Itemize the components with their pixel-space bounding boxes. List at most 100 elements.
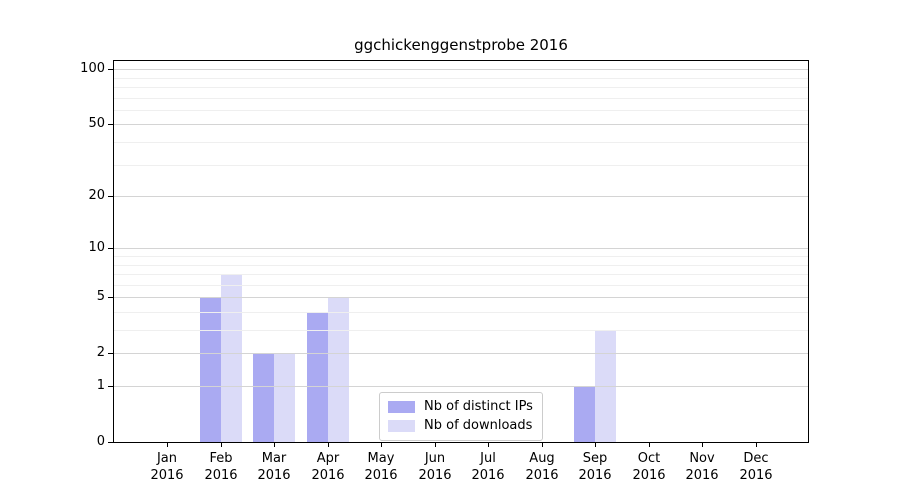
gridline-major-10 [114, 248, 808, 249]
gridline-major-1 [114, 386, 808, 387]
x-tick-year: 2016 [150, 468, 184, 483]
x-tick-label-apr: Apr 2016 [300, 450, 356, 484]
x-tick-month: Aug [529, 451, 555, 466]
plot-area [113, 60, 809, 443]
x-tick-month: Oct [637, 451, 661, 466]
x-tick-year: 2016 [364, 468, 398, 483]
x-tick-label-jul: Jul 2016 [460, 450, 516, 484]
y-tick-label-20: 20 [88, 188, 105, 203]
x-tick-year: 2016 [311, 468, 345, 483]
legend-swatch-distinct-ips [388, 401, 415, 413]
y-tick-label-5: 5 [96, 289, 105, 304]
y-tick-label-2: 2 [96, 345, 105, 360]
y-tick-mark-10 [108, 248, 113, 249]
gridline-major-50 [114, 124, 808, 125]
legend-item-downloads: Nb of downloads [388, 418, 533, 434]
chart-title: ggchickenggenstprobe 2016 [354, 36, 568, 54]
x-tick-label-dec: Dec 2016 [728, 450, 784, 484]
x-tick-month: Mar [261, 451, 287, 466]
gridline-minor-4 [114, 312, 808, 313]
y-tick-mark-50 [108, 124, 113, 125]
gridline-major-2 [114, 353, 808, 354]
x-tick-mark-aug [542, 443, 543, 447]
gridline-minor-70 [114, 98, 808, 99]
x-tick-label-sep: Sep 2016 [567, 450, 623, 484]
gridline-minor-40 [114, 142, 808, 143]
legend-label-downloads: Nb of downloads [424, 418, 533, 433]
x-tick-month: Nov [689, 451, 715, 466]
x-tick-mark-nov [702, 443, 703, 447]
x-tick-year: 2016 [685, 468, 719, 483]
x-tick-label-mar: Mar 2016 [246, 450, 302, 484]
x-tick-month: May [367, 451, 395, 466]
legend-label-distinct-ips: Nb of distinct IPs [424, 399, 533, 414]
x-tick-mark-oct [649, 443, 650, 447]
x-tick-month: Jul [480, 451, 496, 466]
y-tick-mark-20 [108, 196, 113, 197]
legend-item-distinct-ips: Nb of distinct IPs [388, 399, 533, 415]
legend-swatch-downloads [388, 420, 415, 432]
x-tick-year: 2016 [418, 468, 452, 483]
x-tick-year: 2016 [471, 468, 505, 483]
x-tick-label-may: May 2016 [353, 450, 409, 484]
bar-distinct-ips-mar [253, 353, 274, 442]
gridline-major-20 [114, 196, 808, 197]
x-tick-mark-dec [756, 443, 757, 447]
y-tick-label-100: 100 [80, 61, 105, 76]
bar-distinct-ips-apr [307, 312, 328, 442]
legend: Nb of distinct IPs Nb of downloads [379, 392, 543, 441]
x-tick-mark-sep [595, 443, 596, 447]
x-tick-label-oct: Oct 2016 [621, 450, 677, 484]
x-tick-mark-may [381, 443, 382, 447]
gridline-minor-6 [114, 285, 808, 286]
x-tick-mark-jul [488, 443, 489, 447]
x-tick-month: Jan [156, 451, 178, 466]
bar-downloads-feb [221, 274, 242, 442]
x-tick-mark-jun [435, 443, 436, 447]
x-tick-label-aug: Aug 2016 [514, 450, 570, 484]
gridline-minor-7 [114, 274, 808, 275]
x-tick-label-jun: Jun 2016 [407, 450, 463, 484]
x-tick-year: 2016 [257, 468, 291, 483]
x-tick-mark-mar [274, 443, 275, 447]
gridline-minor-30 [114, 165, 808, 166]
y-tick-label-0: 0 [96, 434, 105, 449]
x-tick-month: Sep [582, 451, 608, 466]
y-tick-mark-0 [108, 442, 113, 443]
y-tick-mark-5 [108, 297, 113, 298]
x-tick-month: Apr [316, 451, 340, 466]
gridline-minor-9 [114, 256, 808, 257]
x-tick-label-nov: Nov 2016 [674, 450, 730, 484]
gridline-major-5 [114, 297, 808, 298]
x-tick-mark-feb [221, 443, 222, 447]
x-tick-year: 2016 [739, 468, 773, 483]
gridline-minor-3 [114, 330, 808, 331]
y-tick-label-1: 1 [96, 378, 105, 393]
x-tick-year: 2016 [578, 468, 612, 483]
gridline-major-100 [114, 69, 808, 70]
y-tick-label-10: 10 [88, 240, 105, 255]
gridline-minor-60 [114, 110, 808, 111]
y-tick-mark-2 [108, 353, 113, 354]
x-tick-year: 2016 [632, 468, 666, 483]
x-tick-label-feb: Feb 2016 [193, 450, 249, 484]
bar-downloads-apr [328, 297, 349, 442]
y-tick-mark-100 [108, 69, 113, 70]
y-tick-label-50: 50 [88, 116, 105, 131]
x-tick-label-jan: Jan 2016 [139, 450, 195, 484]
bar-downloads-mar [274, 353, 295, 442]
x-tick-year: 2016 [525, 468, 559, 483]
x-tick-year: 2016 [204, 468, 238, 483]
x-tick-mark-apr [328, 443, 329, 447]
x-tick-mark-jan [167, 443, 168, 447]
gridline-minor-8 [114, 265, 808, 266]
bar-distinct-ips-feb [200, 297, 221, 442]
x-tick-month: Jun [424, 451, 446, 466]
bar-distinct-ips-sep [574, 386, 595, 442]
gridline-minor-80 [114, 87, 808, 88]
x-tick-month: Feb [209, 451, 233, 466]
y-tick-mark-1 [108, 386, 113, 387]
gridline-minor-90 [114, 78, 808, 79]
x-tick-month: Dec [743, 451, 769, 466]
